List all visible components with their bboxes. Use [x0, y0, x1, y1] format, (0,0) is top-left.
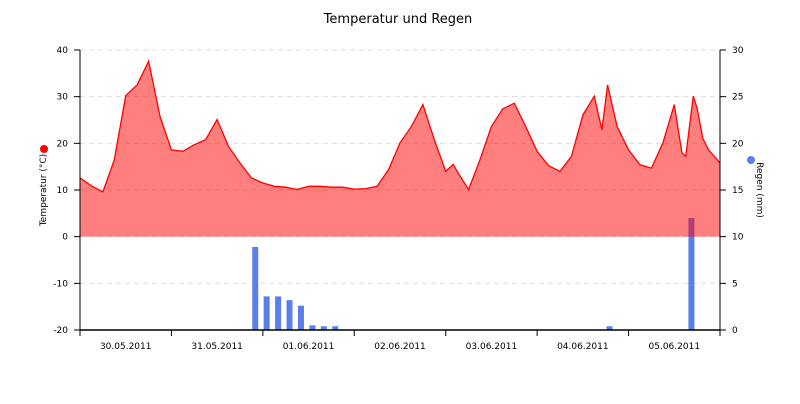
rain-bar: [320, 326, 327, 330]
rain-bar: [688, 218, 695, 330]
x-tick-label: 03.06.2011: [466, 342, 518, 352]
x-tick-label: 01.06.2011: [283, 342, 335, 352]
rain-bar: [332, 326, 339, 330]
temperature-legend-dot: [40, 145, 48, 153]
rain-bar: [309, 325, 316, 330]
rain-bar: [286, 300, 293, 330]
rain-legend-dot: [747, 156, 755, 164]
y-left-tick-label: 0: [62, 233, 68, 243]
rain-bar: [606, 326, 613, 330]
rain-bar: [263, 296, 270, 330]
temperature-area: [80, 61, 720, 237]
y-right-tick-label: 0: [732, 326, 738, 336]
x-tick-label: 05.06.2011: [649, 342, 701, 352]
y-left-tick-label: -20: [53, 326, 68, 336]
x-tick-label: 04.06.2011: [557, 342, 609, 352]
x-tick-label: 02.06.2011: [374, 342, 426, 352]
rain-bar: [275, 296, 282, 330]
y-left-tick-label: 10: [57, 186, 69, 196]
y-left-label: Temperatur (°C): [39, 154, 49, 227]
y-left-tick-label: 40: [57, 46, 69, 56]
y-right-tick-label: 25: [732, 93, 743, 103]
y-right-tick-label: 10: [732, 233, 744, 243]
y-left-tick-label: -10: [53, 279, 68, 289]
y-right-tick-label: 20: [732, 139, 744, 149]
rain-bar: [252, 246, 259, 330]
y-right-tick-label: 15: [732, 186, 743, 196]
y-left-tick-label: 30: [57, 93, 69, 103]
y-right-label: Regen (mm): [754, 162, 764, 218]
temperature-line: [79, 59, 721, 193]
rain-bar: [297, 305, 304, 330]
chart-title: Temperatur und Regen: [323, 12, 473, 27]
x-tick-label: 30.05.2011: [100, 342, 152, 352]
y-left-tick-label: 20: [57, 139, 69, 149]
y-right-tick-label: 5: [732, 279, 738, 289]
y-right-tick-label: 30: [732, 46, 744, 56]
x-tick-label: 31.05.2011: [191, 342, 243, 352]
